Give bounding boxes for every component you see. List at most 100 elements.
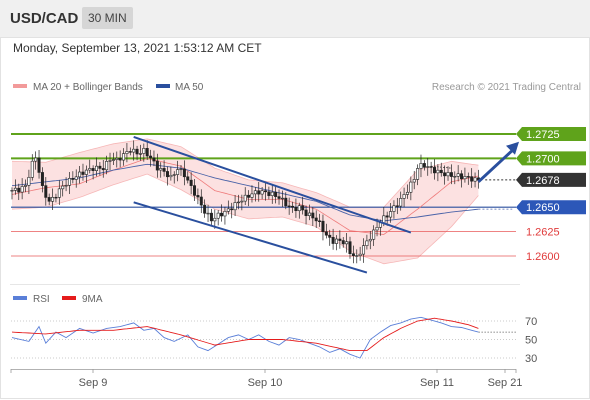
rsi-legend-label: RSI: [33, 294, 50, 305]
candle-body: [355, 255, 359, 257]
ma50-legend-label: MA 50: [175, 82, 204, 93]
candle-body: [301, 205, 305, 211]
candle-body: [189, 179, 193, 186]
timeframe-button[interactable]: 30 MIN: [82, 7, 133, 29]
candle-body: [95, 165, 99, 171]
candle-body: [362, 245, 366, 255]
candle-body: [30, 160, 34, 178]
rsi-tick-30: 30: [525, 353, 537, 365]
candle-body: [443, 172, 447, 177]
candle-body: [426, 166, 430, 168]
candle-body: [20, 186, 24, 193]
rsi-panel: 70 50 30: [11, 316, 537, 365]
candle-body: [196, 195, 200, 198]
candle-body: [307, 212, 311, 216]
candle-body: [247, 194, 251, 198]
candle-body: [13, 187, 17, 191]
candle-body: [24, 185, 28, 187]
candle-body: [345, 241, 349, 245]
rsi-ma-line: [11, 317, 479, 352]
candle-body: [294, 206, 298, 212]
candle-body: [274, 191, 278, 197]
candle-body: [206, 212, 210, 215]
candle-body: [51, 196, 55, 202]
candle-body: [392, 205, 396, 212]
candle-body: [382, 215, 386, 224]
candle-body: [432, 167, 436, 174]
ma50-legend-swatch: [156, 84, 170, 88]
candle-body: [470, 176, 474, 182]
bollinger-upper-line: [11, 138, 479, 208]
candle-body: [142, 148, 146, 154]
level-label-1-2600: 1.2600: [526, 251, 560, 263]
candle-body: [473, 177, 477, 182]
candle-body: [243, 194, 247, 202]
candle-body: [405, 191, 409, 195]
candle-body: [81, 171, 85, 175]
candle-body: [331, 237, 335, 244]
candle-body: [91, 168, 95, 171]
bollinger-legend-label: MA 20 + Bollinger Bands: [33, 82, 143, 93]
candle-body: [71, 178, 75, 180]
candle-body: [368, 238, 372, 242]
candle-body: [138, 153, 142, 155]
candle-body: [338, 238, 342, 241]
candle-body: [348, 241, 352, 254]
candle-body: [118, 157, 122, 161]
candle-body: [182, 168, 186, 178]
candle-body: [460, 173, 464, 180]
ma50-line: [11, 163, 479, 222]
candle-body: [267, 191, 271, 196]
candle-body: [318, 220, 322, 222]
candle-body: [162, 168, 166, 172]
candle-body: [409, 181, 413, 193]
candle-body: [145, 148, 149, 157]
candle-body: [78, 171, 82, 178]
candle-body: [64, 184, 68, 187]
rsi-line: [11, 316, 479, 359]
level-label-1-2650: 1.2650: [526, 202, 560, 214]
candle-body: [446, 172, 450, 177]
candle-body: [172, 174, 176, 176]
candle-body: [260, 190, 264, 195]
trend-channel: [133, 135, 519, 274]
candle-body: [463, 176, 467, 180]
candle-body: [54, 196, 58, 199]
candle-body: [61, 185, 65, 190]
candle-body: [449, 172, 453, 177]
level-label-1-2625: 1.2625: [526, 227, 560, 239]
candle-body: [436, 169, 440, 174]
candle-body: [108, 160, 112, 162]
candle-body: [44, 185, 48, 198]
x-tick-label: Sep 9: [79, 377, 108, 389]
candle-body: [233, 202, 237, 211]
candle-body: [321, 220, 325, 232]
rsi-legend-swatch: [13, 296, 27, 300]
candle-body: [105, 161, 109, 171]
candle-body: [10, 190, 14, 192]
candle-body: [372, 229, 376, 240]
candle-body: [253, 190, 257, 195]
candle-body: [34, 157, 38, 162]
projection-arrow-shaft: [477, 148, 515, 183]
candle-body: [230, 208, 234, 211]
candle-body: [220, 212, 224, 217]
candle-body: [365, 240, 369, 246]
candle-body: [439, 169, 443, 174]
candle-body: [375, 226, 379, 231]
candle-body: [37, 157, 41, 173]
symbol-label: USD/CAD: [10, 10, 79, 27]
candle-body: [324, 231, 328, 236]
level-label-1-2700: 1.2700: [526, 153, 560, 165]
level-tag-1-2650: [516, 200, 586, 215]
level-lines: [11, 133, 516, 257]
candle-body: [47, 197, 51, 202]
candle-body: [389, 211, 393, 218]
x-axis: Sep 9 Sep 10 Sep 11 Sep 21: [10, 369, 522, 389]
candle-body: [159, 168, 163, 171]
bollinger-legend-swatch: [13, 84, 27, 88]
bollinger-lower-line: [11, 173, 479, 265]
candle-body: [257, 190, 261, 195]
rsi-tick-70: 70: [525, 316, 537, 328]
candle-body: [429, 166, 433, 168]
